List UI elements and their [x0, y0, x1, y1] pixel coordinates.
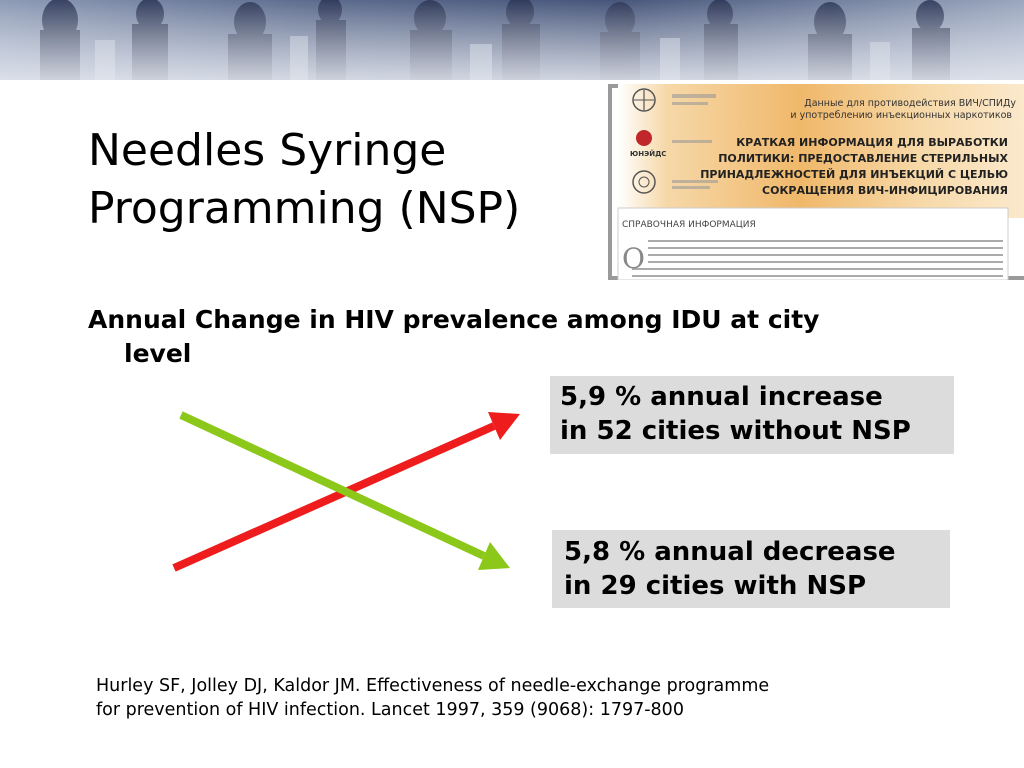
decrease-arrow: [179, 411, 510, 570]
un-logo-icon: [632, 170, 656, 194]
slide-title: Needles Syringe Programming (NSP): [88, 122, 608, 238]
header-photo-banner: [0, 0, 1024, 80]
decrease-callout-line-2: in 29 cities with NSP: [564, 571, 866, 601]
doc-title-line-2: ПОЛИТИКИ: ПРЕДОСТАВЛЕНИЕ СТЕРИЛЬНЫХ: [718, 152, 1008, 165]
doc-drop-cap: О: [622, 242, 645, 275]
decrease-callout: 5,8 % annual decrease in 29 cities with …: [552, 530, 950, 608]
who-logo-icon: [632, 88, 656, 112]
increase-callout-line-1: 5,9 % annual increase: [560, 382, 883, 412]
slide-title-line-2: Programming (NSP): [88, 183, 521, 234]
svg-text:Данные для противодействия ВИЧ: Данные для противодействия ВИЧ/СПИДу: [804, 98, 1016, 109]
doc-header-line-2: и употреблению инъекционных наркотиков: [790, 110, 1012, 121]
citation: Hurley SF, Jolley DJ, Kaldor JM. Effecti…: [96, 674, 916, 722]
subheading-line-1: Annual Change in HIV prevalence among ID…: [88, 305, 820, 334]
increase-callout: 5,9 % annual increase in 52 cities witho…: [550, 376, 954, 454]
subheading-line-2: level: [124, 339, 192, 368]
policy-brief-thumbnail: ЮНЭЙДС Данные для противодействия ВИЧ/СП…: [608, 84, 1024, 280]
citation-line-2: for prevention of HIV infection. Lancet …: [96, 700, 684, 720]
decrease-callout-line-1: 5,8 % annual decrease: [564, 537, 896, 567]
increase-arrow: [172, 412, 520, 572]
svg-text:ЮНЭЙДС: ЮНЭЙДС: [630, 149, 666, 158]
doc-title-line-4: СОКРАЩЕНИЯ ВИЧ-ИНФИЦИРОВАНИЯ: [762, 184, 1008, 197]
doc-title-line-1: КРАТКАЯ ИНФОРМАЦИЯ ДЛЯ ВЫРАБОТКИ: [736, 136, 1008, 149]
doc-header-line-1: Данные для противодействия ВИЧ/СПИДу: [804, 98, 1016, 109]
doc-section-label: СПРАВОЧНАЯ ИНФОРМАЦИЯ: [622, 220, 756, 230]
doc-title-line-3: ПРИНАДЛЕЖНОСТЕЙ ДЛЯ ИНЪЕКЦИЙ С ЦЕЛЬЮ: [700, 168, 1008, 181]
slide-title-line-1: Needles Syringe: [88, 125, 447, 176]
citation-line-1: Hurley SF, Jolley DJ, Kaldor JM. Effecti…: [96, 676, 770, 696]
increase-callout-line-2: in 52 cities without NSP: [560, 416, 911, 446]
chart-subheading: Annual Change in HIV prevalence among ID…: [88, 303, 948, 371]
unaids-logo-icon: ЮНЭЙДС: [630, 130, 666, 158]
